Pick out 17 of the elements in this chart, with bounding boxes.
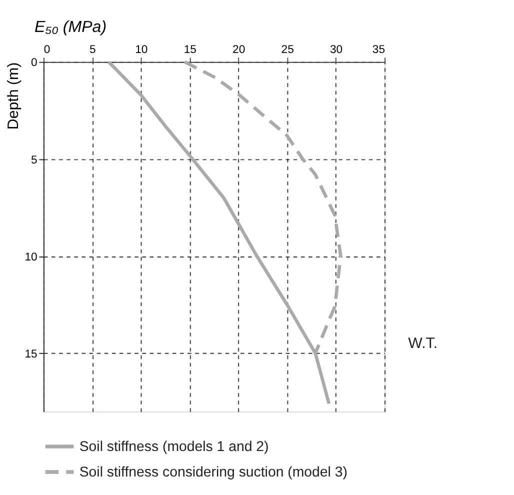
x-tick-label: 30 — [330, 44, 343, 56]
x-tick-label: 20 — [232, 44, 246, 56]
y-tick-label: 0 — [31, 57, 38, 70]
text: W.T. — [408, 335, 438, 352]
x-tick-label: 35 — [372, 44, 386, 56]
x-tick-label: 10 — [135, 44, 148, 56]
y-axis-title: Depth (m) — [5, 62, 22, 130]
y-tick-label: 15 — [24, 348, 38, 360]
x-axis-title: E₅₀ (MPa) — [34, 18, 107, 36]
x-tick-label: 15 — [184, 44, 196, 56]
legend-label: Soil stiffness considering suction (model 3) — [79, 464, 348, 481]
legend-label: Soil stiffness (models 1 and 2) — [79, 439, 269, 456]
x-tick-label: 5 — [90, 44, 96, 56]
x-tick-label: 25 — [281, 44, 294, 56]
y-tick-label: 5 — [31, 154, 38, 166]
x-tick-label: 0 — [44, 44, 50, 56]
y-tick-label: 10 — [24, 251, 38, 264]
